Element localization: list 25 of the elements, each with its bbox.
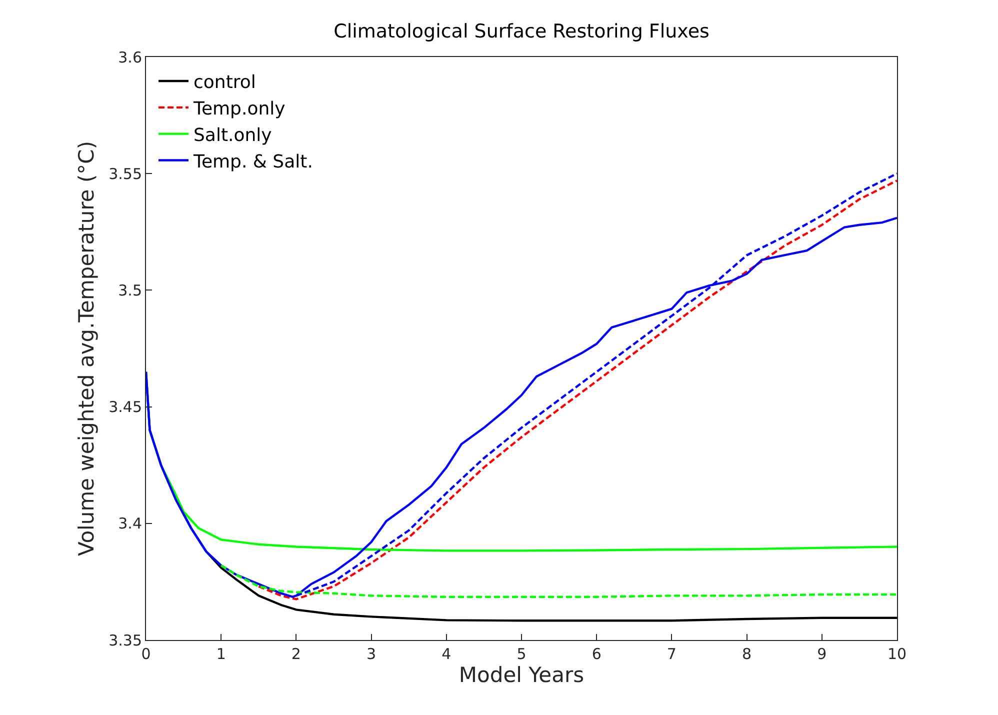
x-tick-label: 3 xyxy=(366,645,376,663)
y-tick-label: 3.4 xyxy=(118,514,142,533)
legend-label: Temp.only xyxy=(192,98,286,120)
y-tick-label: 3.55 xyxy=(108,164,142,183)
legend-label: Temp. & Salt. xyxy=(192,151,313,172)
legend-label: control xyxy=(194,72,256,94)
x-tick-label: 10 xyxy=(887,645,907,663)
x-tick-label: 1 xyxy=(216,645,226,663)
x-tick-label: 5 xyxy=(516,645,526,663)
x-tick-label: 4 xyxy=(442,645,452,663)
x-tick-label: 8 xyxy=(742,645,752,663)
y-axis-title: Volume weighted avg.Temperature (°C) xyxy=(74,140,99,556)
chart-title: Climatological Surface Restoring Fluxes xyxy=(334,20,710,42)
x-tick-label: 6 xyxy=(592,645,602,663)
y-tick-label: 3.5 xyxy=(118,281,142,300)
x-axis-title: Model Years xyxy=(458,663,584,687)
line-series xyxy=(220,564,897,598)
y-tick-label: 3.45 xyxy=(108,398,142,416)
legend-label: Salt.only xyxy=(194,124,272,146)
x-tick-label: 0 xyxy=(141,645,151,663)
x-tick-label: 9 xyxy=(817,645,827,663)
x-tick-label: 2 xyxy=(291,645,301,663)
y-tick-label: 3.6 xyxy=(118,48,142,66)
y-tick-label: 3.35 xyxy=(108,631,142,650)
x-tick-label: 7 xyxy=(666,645,676,663)
